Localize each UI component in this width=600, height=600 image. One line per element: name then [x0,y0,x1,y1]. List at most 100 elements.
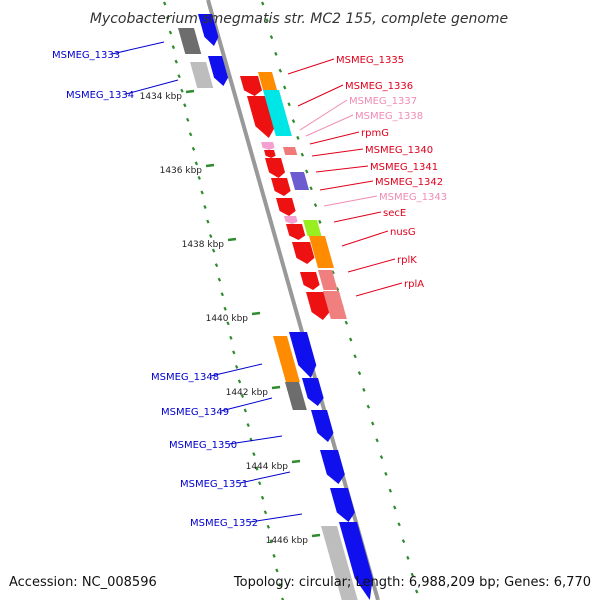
scale-tick-label: 1436 kbp [160,166,203,176]
guide-dot-right-outer [265,18,269,23]
guide-dot-left-outer [220,292,224,297]
guide-dot-left-outer [200,190,204,195]
left-gene-label: MSMEG_1349 [161,407,229,418]
guide-dot-right-outer [344,320,348,325]
gene-feature-arrow [292,242,315,264]
left-gene-label: MSMEG_1334 [66,90,134,101]
gene-feature-arrow [261,142,275,150]
guide-dot-left-outer [226,321,230,326]
gene-feature-box [263,90,292,136]
gene-feature-box [258,72,278,92]
guide-dot-left-outer [168,30,173,35]
left-label-connector [249,513,303,523]
guide-dot-right-outer [318,219,322,224]
guide-dot-left-outer [223,306,227,311]
scale-tick-mark [311,533,321,538]
right-label-connector [319,180,374,191]
guide-dot-left-outer [246,423,250,428]
guide-dot-left-outer [275,568,279,573]
guide-dot-left-outer [186,117,190,122]
accession-text: Accession: NC_008596 [9,575,157,590]
guide-dot-left-outer [272,553,276,558]
scale-tick-mark [251,311,261,316]
gene-feature-box [283,147,298,155]
gene-feature-arrow [306,292,330,320]
guide-dot-right-outer [300,152,304,157]
guide-dot-right-outer [305,169,309,174]
right-gene-label: rplK [397,255,417,266]
guide-dot-left-outer [171,45,176,50]
guide-dot-right-outer [375,438,379,443]
scale-tick-label: 1440 kbp [206,314,249,324]
guide-dot-left-outer [183,103,187,108]
right-gene-label: MSMEG_1336 [345,81,413,92]
guide-dot-left-outer [203,205,207,209]
guide-dot-left-outer [211,248,216,253]
gene-feature-arrow [264,150,276,158]
gene-feature-box [273,336,300,382]
gene-feature-arrow [265,158,286,178]
guide-dot-right-outer [313,203,318,208]
scale-tick-mark [227,237,237,242]
gene-feature-arrow [271,178,291,196]
gene-feature-arrow [339,522,373,600]
scale-tick-label: 1442 kbp [226,388,269,398]
right-label-connector [341,230,389,247]
left-gene-label: MSMEG_1348 [151,372,219,383]
guide-dot-right-outer [357,371,362,376]
scale-tick-label: 1446 kbp [266,536,309,546]
right-label-connector [333,211,382,223]
guide-dot-right-outer [331,270,335,275]
gene-feature-box [309,236,334,268]
guide-dot-right-outer [274,51,278,56]
right-label-connector [355,282,403,297]
gene-feature-arrow [198,14,219,46]
right-label-connector [311,148,364,157]
scale-tick-label: 1444 kbp [246,462,289,472]
guide-dot-left-outer [278,582,282,587]
guide-dot-left-outer [217,277,222,282]
guide-dot-right-outer [291,119,296,124]
gene-feature-arrow [289,332,317,378]
guide-dot-left-outer [194,161,199,166]
gene-feature-box [303,220,322,236]
scale-tick-label: 1434 kbp [140,92,183,102]
left-label-connector [210,363,263,377]
guide-dot-right-outer [261,1,265,6]
right-label-connector [323,195,378,207]
gene-feature-box [323,291,347,319]
right-gene-label: MSMEG_1341 [370,162,438,173]
right-label-connector [287,58,335,75]
guide-dot-right-outer [366,404,370,409]
guide-dot-right-outer [393,505,397,510]
left-label-connector [239,471,291,484]
gene-labels: MSMEG_1333 MSMEG_1334 MSMEG_1348 MSMEG_1349… [52,50,447,529]
guide-dot-right-outer [309,186,313,191]
guide-dot-right-outer [388,488,392,493]
right-label-connector [299,99,348,131]
guide-dot-left-outer [260,495,265,500]
guide-dot-left-outer [269,539,273,544]
gene-feature-arrow [320,450,345,484]
guide-dot-left-outer [174,59,178,64]
scale-tick-mark [205,163,215,168]
right-gene-label: MSMEG_1338 [355,111,423,122]
guide-dot-left-outer [240,394,245,398]
guide-dot-right-outer [410,572,414,577]
gene-feature-arrow [286,224,306,240]
gene-feature-arrow [330,488,355,522]
guide-dot-left-outer [232,350,236,355]
gene-features [178,14,373,600]
guide-dot-right-outer [371,421,375,426]
gene-feature-arrow [302,378,324,406]
guide-dot-left-outer [197,175,201,180]
gene-feature-arrow [311,410,334,442]
left-gene-label: MSMEG_1351 [180,479,248,490]
guide-dot-left-outer [209,234,213,239]
guide-dot-right-outer [401,539,406,544]
right-gene-label: rplA [404,279,424,290]
guide-dot-left-outer [214,263,219,268]
gene-feature-arrow [300,272,320,290]
gene-feature-box [285,382,307,410]
